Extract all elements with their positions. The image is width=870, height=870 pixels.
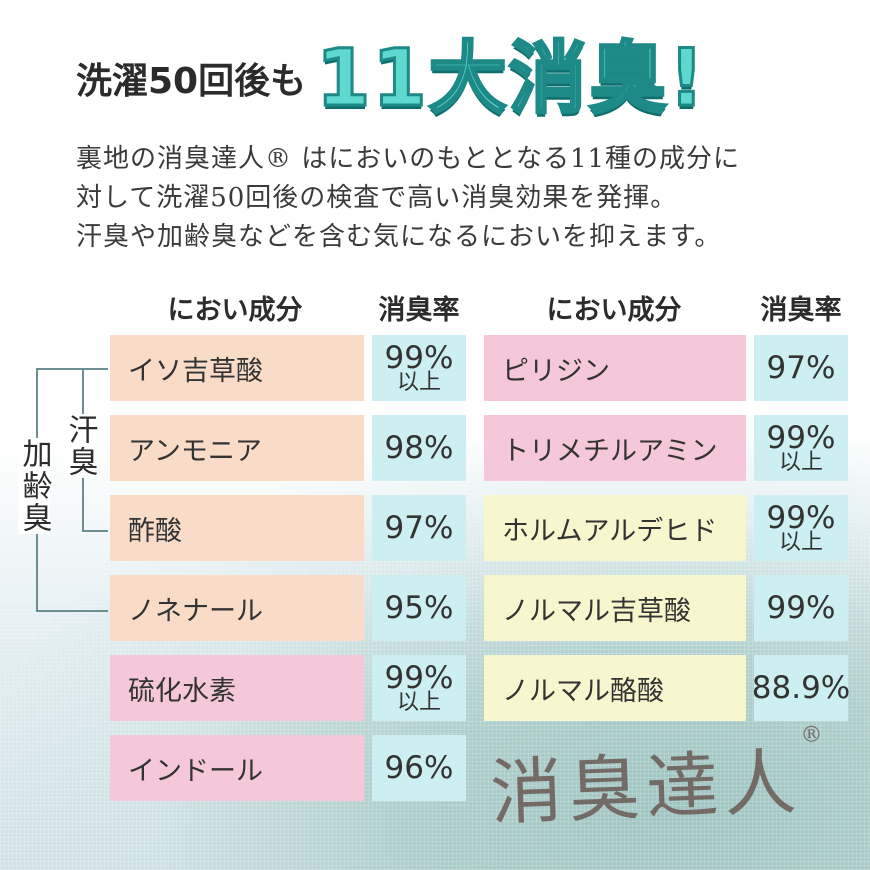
deodorize-rate-cell: 97%	[754, 335, 848, 401]
rate-qualifier: 以上	[396, 369, 441, 395]
brand-label: 消臭達人®	[488, 722, 829, 835]
sweat-label: 汗臭	[62, 414, 98, 478]
right-rate-header: 消臭率	[760, 295, 842, 326]
deodorize-rate-cell: 99% 以上	[372, 335, 466, 401]
deodorize-rate-cell: 97%	[372, 495, 466, 561]
intro-line: 汗臭や加齢臭などを含む気になるにおいを抑えます。	[76, 222, 722, 252]
deodorize-rate-cell: 99% 以上	[754, 415, 848, 481]
rate-value: 99%	[384, 339, 454, 376]
deodorize-rate-cell: 99% 以上	[754, 495, 848, 561]
rate-value: 99%	[766, 589, 836, 626]
rate-qualifier: 以上	[396, 689, 441, 715]
odor-name-cell: アンモニア	[110, 415, 364, 481]
odor-name-cell: ノルマル酪酸	[484, 655, 746, 721]
rate-value: 97%	[766, 349, 836, 386]
rate-value: 99%	[766, 499, 836, 536]
rate-value: 88.9%	[751, 669, 851, 706]
odor-name-cell: 硫化水素	[110, 655, 364, 721]
deodorize-rate-cell: 95%	[372, 575, 466, 641]
headline: 洗濯50回後も 11大消臭!	[76, 34, 707, 124]
deodorize-rate-cell: 96%	[372, 735, 466, 801]
odor-name-cell: ノルマル吉草酸	[484, 575, 746, 641]
odor-name-cell: イソ吉草酸	[110, 335, 364, 401]
deodorize-rate-cell: 99% 以上	[372, 655, 466, 721]
deodorize-rate-cell: 88.9%	[751, 655, 851, 721]
rate-value: 99%	[766, 419, 836, 456]
rate-value: 95%	[384, 589, 454, 626]
odor-name-cell: インドール	[110, 735, 364, 801]
intro-line: 対して洗濯50回後の検査で高い消臭効果を発揮。	[76, 183, 678, 213]
intro-line: 裏地の消臭達人® はにおいのもととなる11種の成分に	[76, 144, 741, 174]
rate-value: 99%	[384, 659, 454, 696]
odor-name-cell: ホルムアルデヒド	[484, 495, 746, 561]
rate-value: 96%	[384, 749, 454, 786]
odor-name-cell: 酢酸	[110, 495, 364, 561]
right-name-header: におい成分	[546, 295, 682, 326]
intro-text: 裏地の消臭達人® はにおいのもととなる11種の成分に 対して洗濯50回後の検査で…	[76, 140, 856, 257]
left-name-header: におい成分	[167, 295, 303, 326]
aging-label: 加齢臭	[16, 438, 52, 534]
headline-big: 11大消臭!	[315, 34, 707, 124]
rate-value: 97%	[384, 509, 454, 546]
odor-name-cell: トリメチルアミン	[484, 415, 746, 481]
rate-qualifier: 以上	[778, 449, 823, 475]
odor-name-cell: ノネナール	[110, 575, 364, 641]
rate-value: 98%	[384, 429, 454, 466]
rate-qualifier: 以上	[778, 529, 823, 555]
headline-small: 洗濯50回後も	[76, 61, 307, 102]
left-rate-header: 消臭率	[378, 295, 460, 326]
deodorize-rate-cell: 99%	[754, 575, 848, 641]
odor-name-cell: ピリジン	[484, 335, 746, 401]
deodorize-rate-cell: 98%	[372, 415, 466, 481]
